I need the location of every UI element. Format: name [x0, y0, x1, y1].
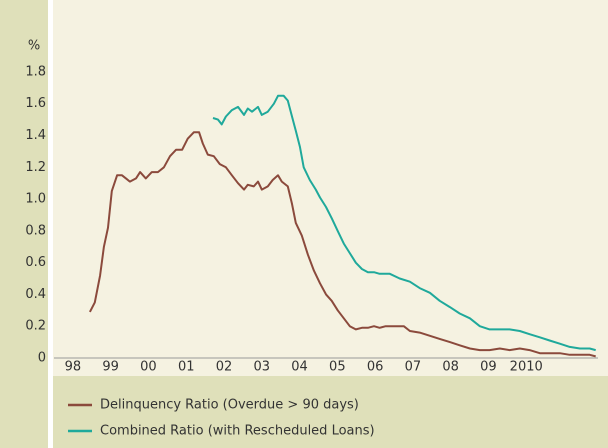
x-tick-label: 03: [254, 360, 271, 375]
x-tick-label: 99: [102, 360, 119, 375]
x-tick-label: 00: [140, 360, 157, 375]
y-tick-label: 1.4: [25, 128, 46, 143]
divider: [48, 0, 53, 448]
x-tick-label: 02: [216, 360, 233, 375]
x-tick-label: 06: [367, 360, 384, 375]
y-axis-label: %: [28, 39, 40, 54]
x-tick-label: 2010: [510, 360, 543, 375]
legend-area: [53, 376, 608, 448]
x-tick-label: 98: [65, 360, 82, 375]
x-tick-label: 07: [405, 360, 422, 375]
y-tick-label: 0.8: [25, 223, 46, 238]
series-line: [89, 131, 596, 358]
y-tick-label: 1.6: [25, 96, 46, 111]
legend-label: Delinquency Ratio (Overdue > 90 days): [100, 398, 359, 413]
y-tick-label: 0.6: [25, 255, 46, 270]
y-tick-label: 0: [38, 351, 46, 366]
x-tick-label: 04: [291, 360, 308, 375]
x-tick-label: 09: [480, 360, 497, 375]
x-tick-label: 08: [442, 360, 459, 375]
legend-label: Combined Ratio (with Rescheduled Loans): [100, 424, 375, 439]
series-line: [212, 94, 596, 352]
y-tick-label: 0.4: [25, 287, 46, 302]
x-tick-label: 01: [178, 360, 195, 375]
y-tick-label: 1.0: [25, 192, 46, 207]
y-tick-label: 1.2: [25, 160, 46, 175]
y-tick-label: 0.2: [25, 319, 46, 334]
side-strip: [0, 0, 48, 448]
x-tick-label: 05: [329, 360, 346, 375]
y-tick-label: 1.8: [25, 64, 46, 79]
